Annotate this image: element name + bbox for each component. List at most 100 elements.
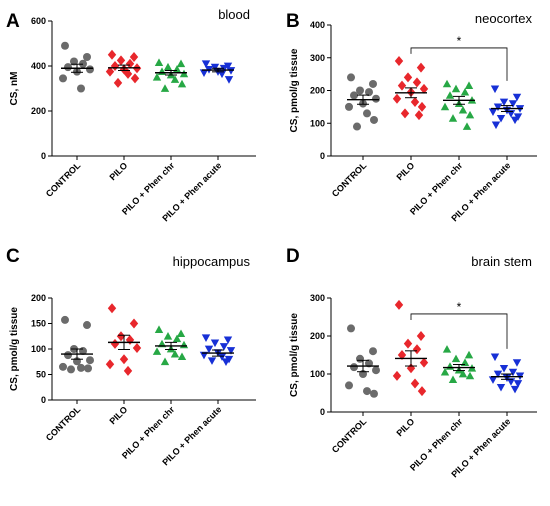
data-point <box>442 345 452 353</box>
data-point <box>347 73 355 82</box>
y-tick-label: 150 <box>31 319 46 329</box>
series-0 <box>59 41 94 93</box>
data-point <box>226 347 236 355</box>
series-1 <box>105 303 142 376</box>
data-point <box>419 357 429 368</box>
y-tick-label: 400 <box>31 61 46 71</box>
y-axis-label: CS, pmol/g tissue <box>289 313 300 397</box>
y-tick-label: 0 <box>320 151 325 161</box>
data-point <box>210 63 220 72</box>
y-tick-label: 0 <box>320 407 325 417</box>
series-0 <box>59 315 94 374</box>
panel-letter: C <box>6 246 20 267</box>
data-point <box>350 363 358 372</box>
data-point <box>465 371 475 380</box>
data-point <box>170 75 180 83</box>
y-tick-label: 200 <box>310 331 325 341</box>
series-2 <box>440 79 477 130</box>
data-point <box>356 86 364 95</box>
data-point <box>110 338 120 349</box>
data-point <box>499 364 509 373</box>
data-point <box>70 57 78 66</box>
series-2 <box>152 58 189 92</box>
data-point <box>410 378 420 389</box>
y-tick-label: 200 <box>31 106 46 116</box>
data-point <box>113 77 123 88</box>
y-tick-label: 200 <box>310 86 325 96</box>
data-point <box>370 115 378 124</box>
panel-letter: D <box>286 246 300 267</box>
data-point <box>105 66 115 77</box>
data-point <box>105 359 115 370</box>
data-point <box>223 336 233 345</box>
data-point <box>345 102 353 111</box>
data-point <box>86 65 94 74</box>
data-point <box>152 73 162 81</box>
data-point <box>464 350 474 359</box>
data-point <box>412 77 422 88</box>
y-axis-label: CS, pmol/g tissue <box>289 48 300 132</box>
data-point <box>417 386 427 397</box>
data-point <box>199 69 209 77</box>
data-point <box>369 79 377 88</box>
data-point <box>77 84 85 93</box>
data-point <box>417 101 427 112</box>
data-point <box>353 122 361 131</box>
data-point <box>506 378 516 386</box>
y-tick-label: 100 <box>310 369 325 379</box>
data-point <box>154 58 164 66</box>
data-point <box>369 347 377 356</box>
data-point <box>394 56 404 67</box>
data-point <box>513 380 523 388</box>
series-1 <box>392 56 429 121</box>
y-tick-label: 100 <box>310 118 325 128</box>
data-point <box>442 79 452 88</box>
data-point <box>210 339 220 348</box>
data-point <box>201 60 211 68</box>
data-point <box>176 329 186 338</box>
data-point <box>224 76 234 84</box>
series-3 <box>488 353 525 394</box>
data-point <box>221 358 231 366</box>
series-1 <box>105 49 142 88</box>
data-point <box>201 334 211 342</box>
significance-star: * <box>457 34 462 48</box>
series-2 <box>440 345 477 384</box>
data-point <box>61 41 69 50</box>
data-point <box>217 353 227 361</box>
data-point <box>123 68 133 79</box>
panel-letter: A <box>6 11 20 32</box>
data-point <box>67 365 75 374</box>
data-point <box>130 73 140 84</box>
data-point <box>123 365 133 376</box>
data-point <box>412 344 422 355</box>
data-point <box>129 318 139 329</box>
x-tick-label: PILO <box>394 160 416 182</box>
data-point <box>160 357 170 366</box>
data-point <box>363 387 371 396</box>
y-tick-label: 0 <box>41 151 46 161</box>
data-point <box>179 340 189 349</box>
data-point <box>440 102 450 111</box>
data-point <box>179 69 189 78</box>
data-point <box>416 62 426 73</box>
series-2 <box>152 325 189 366</box>
data-point <box>163 62 173 71</box>
series-1 <box>392 299 429 397</box>
significance-bracket <box>410 47 508 81</box>
series-3 <box>488 85 525 130</box>
series-3 <box>199 334 236 366</box>
data-point <box>493 103 503 112</box>
data-point <box>488 108 498 116</box>
data-point <box>392 370 402 381</box>
data-point <box>86 356 94 365</box>
series-3 <box>199 60 236 84</box>
data-point <box>394 299 404 310</box>
data-point <box>204 345 214 354</box>
panel-title: hippocampus <box>173 254 251 269</box>
data-point <box>176 59 186 68</box>
data-point <box>116 331 126 342</box>
data-point <box>464 81 474 89</box>
x-tick-label: PILO <box>107 160 129 182</box>
y-tick-label: 50 <box>36 370 46 380</box>
